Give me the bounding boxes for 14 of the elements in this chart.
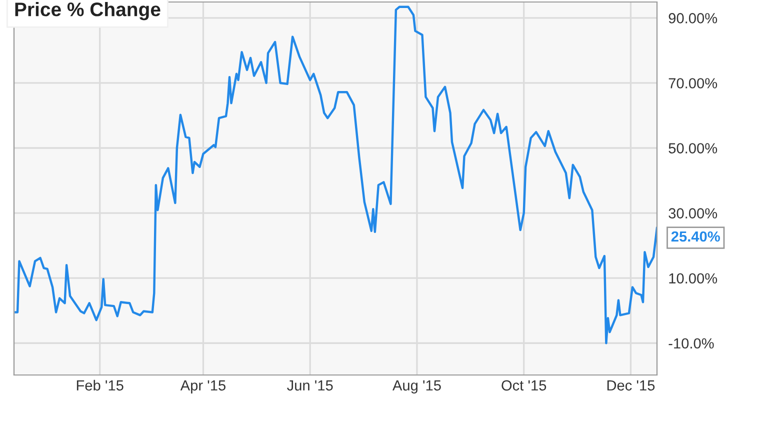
y-tick-label: 70.00% — [668, 78, 718, 88]
x-tick-label: Feb '15 — [76, 380, 124, 391]
x-tick-label: Apr '15 — [180, 380, 226, 394]
x-tick-label: Oct '15 — [502, 380, 546, 391]
x-tick-label: Dec '15 — [607, 380, 655, 391]
x-tick-label: Aug '15 — [392, 380, 441, 394]
y-tick-label: -10.0% — [668, 338, 714, 349]
y-tick-label: 30.00% — [668, 208, 718, 218]
y-tick-label: 90.00% — [668, 13, 718, 24]
chart-title: Price % Change — [15, 2, 160, 20]
y-tick-label: 10.00% — [669, 273, 718, 284]
annotation: 25.40% — [671, 231, 720, 242]
x-tick-label: Jun '15 — [287, 380, 333, 391]
y-tick-label: 50.00% — [668, 143, 718, 154]
